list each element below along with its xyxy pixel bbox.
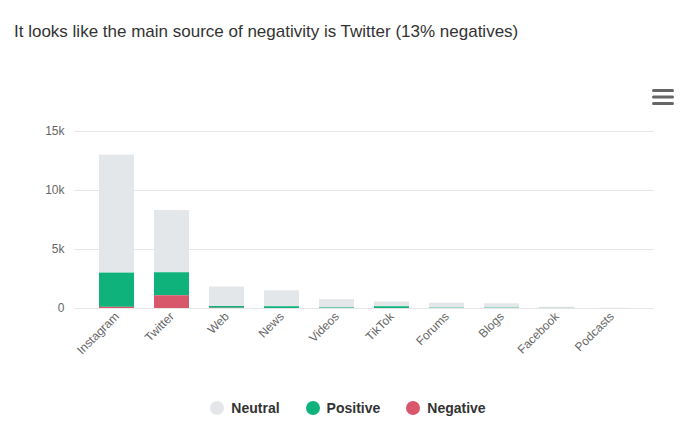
svg-text:TikTok: TikTok (363, 309, 398, 344)
svg-text:Forums: Forums (413, 309, 452, 348)
svg-text:Twitter: Twitter (142, 309, 177, 344)
svg-text:0: 0 (58, 301, 65, 315)
svg-text:5k: 5k (52, 242, 66, 256)
svg-text:15k: 15k (45, 124, 65, 138)
svg-text:Videos: Videos (306, 309, 342, 345)
svg-text:Instagram: Instagram (74, 309, 122, 357)
svg-text:10k: 10k (45, 183, 65, 197)
svg-text:Web: Web (205, 309, 232, 336)
html-text:It looks like the main source: It looks like the main source of negativ… (14, 22, 519, 41)
html-text:Neutral: Neutral (231, 400, 280, 416)
html-text:Positive: Positive (326, 400, 381, 416)
svg-text:Blogs: Blogs (476, 309, 507, 340)
svg-text:News: News (256, 309, 287, 340)
svg-text:Facebook: Facebook (515, 309, 563, 357)
svg-text:Podcasts: Podcasts (572, 309, 617, 354)
html-text:Negative: Negative (427, 400, 486, 416)
